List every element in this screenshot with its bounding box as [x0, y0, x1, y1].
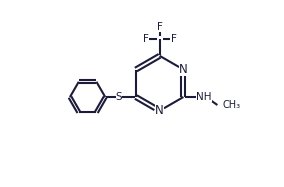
Text: S: S [116, 92, 122, 102]
Text: CH₃: CH₃ [223, 100, 241, 110]
Text: NH: NH [196, 92, 212, 102]
Text: N: N [155, 104, 164, 117]
Text: F: F [143, 34, 149, 44]
Text: F: F [171, 34, 176, 44]
Text: F: F [157, 22, 162, 32]
Text: N: N [179, 63, 188, 76]
